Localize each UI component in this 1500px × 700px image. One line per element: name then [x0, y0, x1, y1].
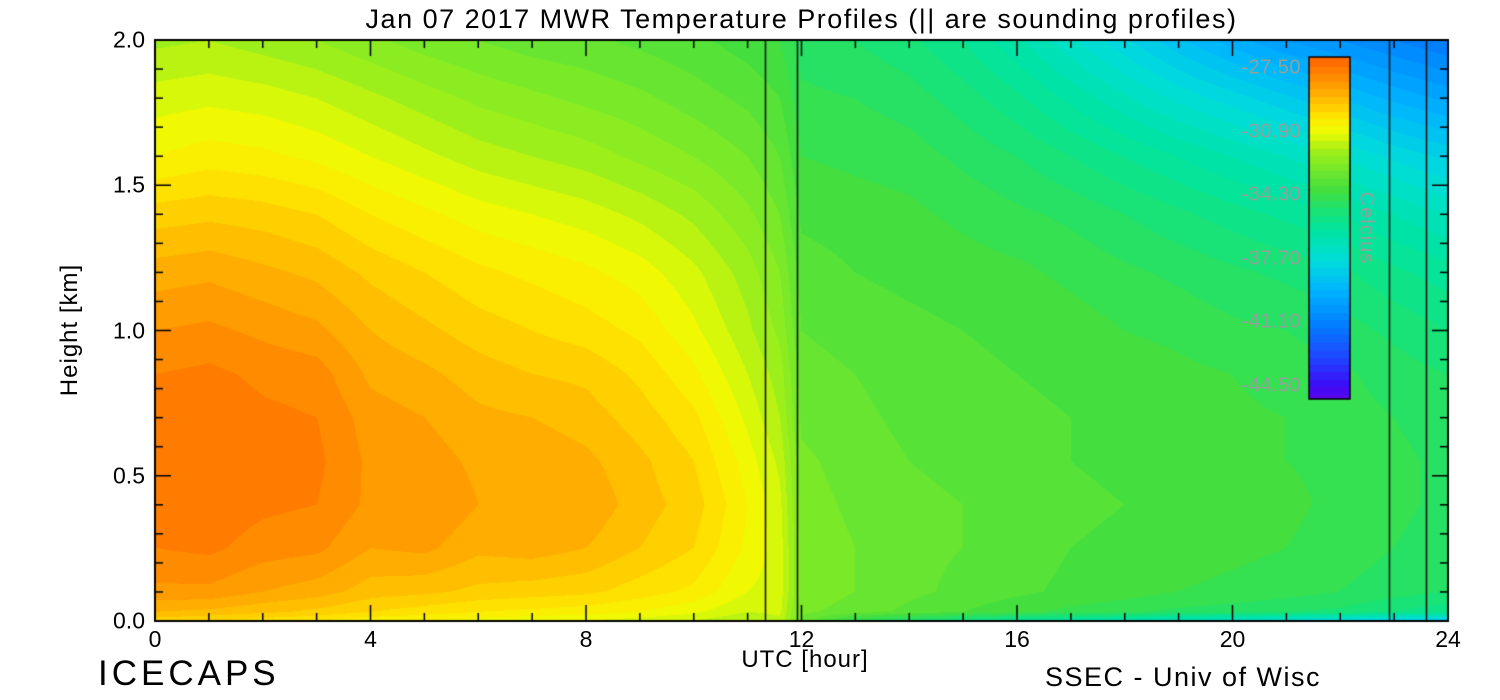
y-tick-label: 2.0	[113, 26, 145, 53]
x-tick-label: 4	[364, 626, 377, 652]
colorbar-title: Celcius	[1355, 191, 1378, 265]
x-tick-label: 16	[1004, 626, 1030, 652]
chart-title: Jan 07 2017 MWR Temperature Profiles (||…	[365, 4, 1238, 34]
colorbar-tick-label: -41.10	[1241, 310, 1301, 333]
colorbar-tick-label: -30.90	[1241, 120, 1301, 143]
colorbar-tick-label: -44.50	[1241, 374, 1301, 397]
y-tick-label: 0.5	[113, 462, 145, 489]
x-tick-label: 24	[1435, 626, 1461, 652]
x-tick-label: 12	[788, 626, 815, 652]
y-tick-label: 1.5	[113, 171, 145, 198]
x-tick-label: 8	[579, 626, 593, 652]
y-tick-label: 1.0	[113, 317, 145, 343]
institution-label: SSEC - Univ of Wisc	[1045, 662, 1322, 692]
x-tick-label: 20	[1219, 626, 1246, 652]
x-tick-label: 0	[148, 626, 162, 652]
y-tick-label: 0.0	[113, 607, 145, 634]
project-label: ICECAPS	[98, 654, 280, 693]
x-axis-title: UTC [hour]	[741, 646, 869, 673]
colorbar-tick-label: -37.70	[1241, 247, 1301, 270]
colorbar-tick-label: -34.30	[1241, 183, 1301, 206]
colorbar-tick-label: -27.50	[1241, 56, 1301, 79]
